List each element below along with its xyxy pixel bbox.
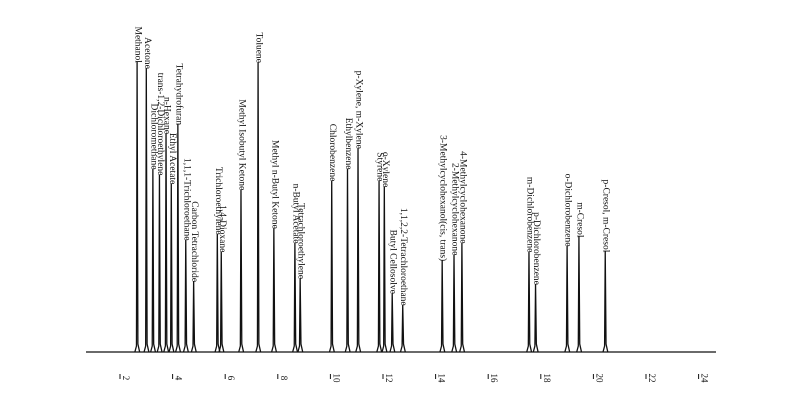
peak-2 xyxy=(150,168,157,353)
peak-3 xyxy=(156,174,163,353)
peak-label: Carbon Tetrachloride xyxy=(189,201,199,282)
peak-label: 1,4-Dioxane xyxy=(217,205,227,252)
peak-30 xyxy=(602,251,609,353)
peak-0 xyxy=(134,61,141,353)
peak-label: Methyl n-Butyl Ketone xyxy=(269,140,279,229)
peak-8 xyxy=(190,280,197,353)
peak-label: 3-Methylcyclohexanol(cis, trans) xyxy=(438,135,449,261)
peak-label: 1,1,2,2-Tetrachloroethane xyxy=(398,208,408,306)
x-tick-label: 22 xyxy=(647,374,657,383)
peak-7 xyxy=(182,239,189,353)
peak-label: p-Cresol, m-Cresol xyxy=(601,180,611,253)
peak-label: o-Dichlorobenzene xyxy=(563,174,573,247)
x-tick-label: 18 xyxy=(542,374,552,384)
peak-5 xyxy=(168,183,175,353)
peak-label: n-Hexane xyxy=(162,97,172,134)
peak-11 xyxy=(238,189,245,353)
peak-14 xyxy=(292,242,299,353)
x-tick-label: 16 xyxy=(489,374,499,384)
x-tick-label: 14 xyxy=(437,374,447,384)
peak-label: Ethylbenzene xyxy=(343,118,353,170)
peak-label: 4-Methylcyclohexanone xyxy=(457,151,467,243)
peak-label: Trichloroethylene xyxy=(213,167,223,235)
peak-label: Chlorobenzene xyxy=(327,124,337,182)
peak-18 xyxy=(355,147,362,353)
peak-28 xyxy=(564,245,571,353)
x-tick-label: 12 xyxy=(384,374,394,383)
peak-label: m-Dichlorobenzene xyxy=(524,177,534,252)
x-axis-ticks: 2 4 6 8 10 12 14 16 18 20 22 24 xyxy=(119,374,710,384)
peak-label: Dichloromethane xyxy=(148,104,158,170)
x-tick-label: 8 xyxy=(279,376,289,381)
peak-29 xyxy=(576,236,583,353)
peak-labels-layer: Methanol Acetone Dichloromethanetrans-1,2-… xyxy=(133,26,611,305)
peak-label: o-Xylene xyxy=(380,152,390,187)
x-tick-label: 10 xyxy=(331,374,341,384)
peak-9 xyxy=(214,233,221,353)
peak-label: n-Butyl Acetate xyxy=(290,184,300,244)
peak-label: Tetrachloroethylene xyxy=(296,203,306,279)
peak-22 xyxy=(399,304,406,353)
x-tick-label: 4 xyxy=(174,376,184,381)
x-tick-label: 2 xyxy=(121,376,131,381)
peak-label: Styrene xyxy=(375,152,385,181)
peak-label: Tetrahydrofuran xyxy=(173,63,184,125)
peak-4 xyxy=(163,132,170,353)
peak-label: p-Xylene, m-Xylene xyxy=(354,71,364,149)
peak-13 xyxy=(270,227,278,353)
x-tick-label: 20 xyxy=(594,374,604,384)
peak-label: Methanol xyxy=(133,26,143,63)
peak-1 xyxy=(143,67,150,353)
peak-15 xyxy=(297,277,304,353)
peak-label: p-Dichlorobenzene xyxy=(531,212,541,285)
peak-10 xyxy=(218,251,225,353)
peak-label: Acetone xyxy=(142,37,152,69)
peak-19 xyxy=(376,180,383,353)
peak-label: 2-Methylcyclohexanone xyxy=(450,163,460,255)
peaks-layer xyxy=(134,61,609,353)
peak-23 xyxy=(439,260,446,353)
peak-27 xyxy=(532,283,539,353)
x-tick-label: 24 xyxy=(700,374,710,384)
peak-label: m-Cresol xyxy=(574,202,584,238)
x-tick-label: 6 xyxy=(226,376,236,381)
peak-21 xyxy=(389,292,396,353)
peak-6 xyxy=(174,124,182,353)
peak-24 xyxy=(451,254,458,353)
peak-20 xyxy=(381,186,388,353)
peak-12 xyxy=(255,61,262,353)
peak-label: 1,1,1-Trichloroethane xyxy=(181,158,191,241)
peak-label: trans-1,2-Dichloroethylene xyxy=(155,73,165,176)
peak-25 xyxy=(459,242,466,353)
peak-26 xyxy=(526,251,533,353)
peak-17 xyxy=(344,168,351,353)
peak-label: Methyl Isobutyl Ketone xyxy=(236,99,246,190)
peak-label: Ethyl Acetate xyxy=(167,133,177,184)
peak-label: Toluene xyxy=(254,32,264,62)
peak-16 xyxy=(328,180,335,353)
peak-label: Butyl Cellosolve xyxy=(388,230,398,294)
